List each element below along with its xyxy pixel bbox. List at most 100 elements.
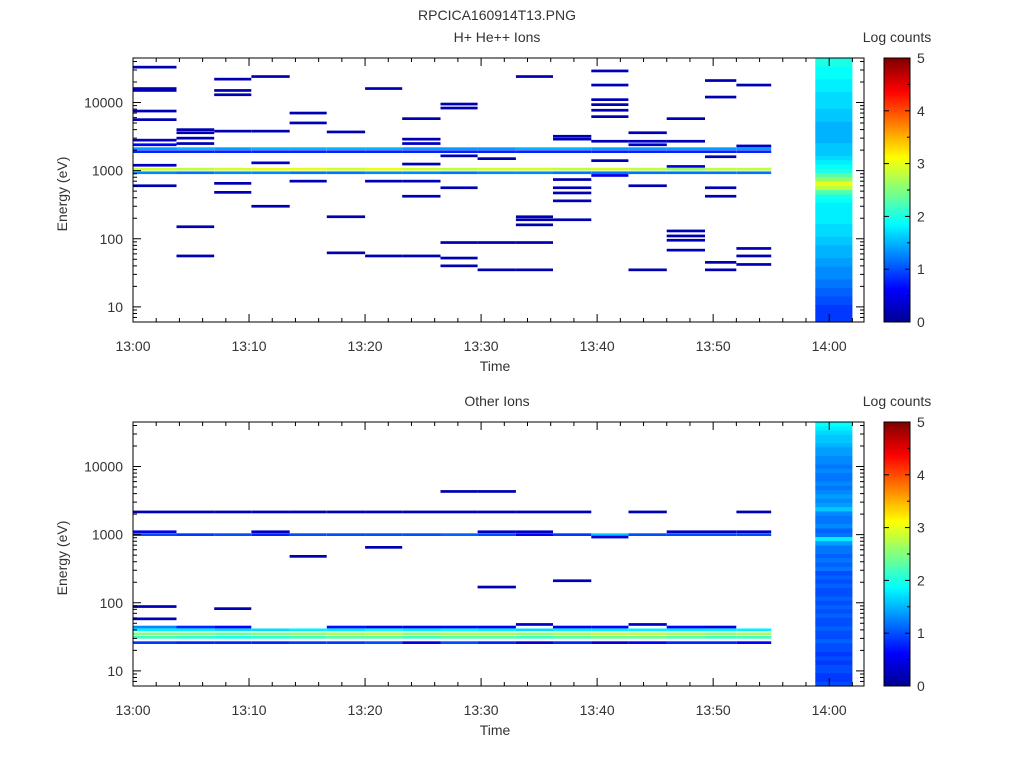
colorbar-segment bbox=[884, 525, 910, 529]
heatmap-cell bbox=[251, 129, 290, 133]
spectrum-cell bbox=[815, 541, 853, 547]
colorbar-segment bbox=[884, 77, 910, 81]
colorbar-segment bbox=[884, 214, 910, 217]
heatmap-cell bbox=[440, 147, 478, 150]
heatmap-cell bbox=[628, 623, 667, 626]
colorbar-segment bbox=[884, 174, 910, 178]
colorbar-segment bbox=[884, 466, 910, 469]
colorbar-segment bbox=[884, 229, 910, 233]
heatmap-cell bbox=[515, 218, 553, 222]
heatmap-cell bbox=[176, 167, 215, 171]
colorbar-segment bbox=[884, 668, 910, 672]
heatmap-cell bbox=[214, 77, 252, 81]
spectrum-cell bbox=[815, 494, 853, 500]
colorbar-segment bbox=[884, 157, 910, 160]
colorbar-tick-label: 3 bbox=[917, 520, 925, 536]
heatmap-cell bbox=[133, 171, 177, 175]
heatmap-cell bbox=[477, 530, 516, 534]
spectrum-cell bbox=[815, 147, 853, 153]
colorbar-segment bbox=[884, 181, 910, 184]
spectrum-cell bbox=[815, 600, 853, 606]
colorbar-segment bbox=[884, 459, 910, 463]
colorbar-segment bbox=[884, 598, 910, 601]
heatmap-cell bbox=[591, 98, 629, 101]
colorbar-segment bbox=[884, 569, 910, 573]
heatmap-cell bbox=[666, 117, 705, 120]
heatmap-cell bbox=[214, 533, 252, 536]
colorbar-segment bbox=[884, 251, 910, 255]
heatmap-cell bbox=[214, 93, 252, 97]
heatmap-cell bbox=[477, 150, 516, 153]
spectrum-cell bbox=[815, 262, 853, 268]
spectrum-cell bbox=[815, 126, 853, 131]
colorbar-segment bbox=[884, 514, 910, 518]
colorbar-segment bbox=[884, 115, 910, 118]
y-tick-label: 10000 bbox=[84, 95, 123, 111]
colorbar-segment bbox=[884, 86, 910, 90]
colorbar-segment bbox=[884, 168, 910, 171]
colorbar-segment bbox=[884, 681, 910, 685]
x-tick-label: 13:10 bbox=[232, 702, 267, 718]
x-tick-label: 13:40 bbox=[580, 702, 615, 718]
spectrum-cell bbox=[815, 160, 853, 166]
heatmap-cell bbox=[402, 147, 441, 150]
spectrum-cell bbox=[815, 164, 853, 170]
colorbar-segment bbox=[884, 635, 910, 639]
heatmap-cell bbox=[402, 167, 441, 171]
heatmap-cell bbox=[402, 510, 441, 514]
panel-h-he-ions: H+ He++ Ions Log counts Time Energy (eV)… bbox=[54, 29, 931, 374]
heatmap-cell bbox=[553, 625, 592, 629]
colorbar-segment bbox=[884, 262, 910, 266]
heatmap-cell bbox=[736, 530, 772, 534]
heatmap-cell bbox=[440, 171, 478, 175]
colorbar-tick-label: 4 bbox=[917, 103, 925, 119]
spectrum-cell bbox=[815, 592, 853, 598]
spectrum-cell bbox=[815, 647, 853, 653]
spectrum-cell bbox=[815, 566, 853, 572]
spectrum-cell bbox=[815, 634, 853, 640]
spectrum-cell bbox=[815, 287, 853, 293]
heatmap-cell bbox=[365, 150, 403, 153]
spectrum-cell bbox=[815, 168, 853, 174]
heatmap-cell bbox=[214, 147, 252, 150]
colorbar-segment bbox=[884, 69, 910, 72]
heatmap-cell bbox=[736, 167, 772, 171]
spectrum-cell bbox=[815, 430, 853, 436]
colorbar-segment bbox=[884, 308, 910, 312]
heatmap-cell bbox=[515, 215, 553, 219]
heatmap-cell bbox=[591, 167, 629, 171]
heatmap-cell bbox=[591, 103, 629, 106]
colorbar-segment bbox=[884, 457, 910, 460]
heatmap-cell bbox=[628, 150, 667, 153]
heatmap-cell bbox=[214, 171, 252, 175]
heatmap-cell bbox=[365, 636, 403, 639]
colorbar-segment bbox=[884, 317, 910, 321]
colorbar-segment bbox=[884, 613, 910, 617]
heatmap-cell bbox=[477, 628, 516, 632]
colorbar-segment bbox=[884, 461, 910, 465]
heatmap-cell bbox=[628, 143, 667, 147]
heatmap-cell bbox=[515, 171, 553, 175]
colorbar-segment bbox=[884, 269, 910, 272]
colorbar-segment bbox=[884, 163, 910, 167]
spectrum-cell bbox=[815, 117, 853, 123]
colorbar-segment bbox=[884, 657, 910, 661]
colorbar-segment bbox=[884, 617, 910, 621]
spectrum-cell bbox=[815, 677, 853, 683]
colorbar-segment bbox=[884, 485, 910, 489]
heatmap-cell bbox=[553, 628, 592, 632]
heatmap-cell bbox=[440, 186, 478, 190]
colorbar-tick-label: 2 bbox=[917, 572, 925, 588]
colorbar-segment bbox=[884, 534, 910, 537]
heatmap-cell bbox=[553, 632, 592, 636]
colorbar-segment bbox=[884, 146, 910, 149]
spectrum-cell bbox=[815, 622, 853, 627]
colorbar-segment bbox=[884, 71, 910, 74]
colorbar-segment bbox=[884, 490, 910, 493]
heatmap-cell bbox=[553, 199, 592, 203]
y-tick-label: 1000 bbox=[92, 527, 123, 543]
colorbar-segment bbox=[884, 282, 910, 286]
heatmap-cell bbox=[133, 625, 177, 629]
spectrum-cell bbox=[815, 300, 853, 306]
